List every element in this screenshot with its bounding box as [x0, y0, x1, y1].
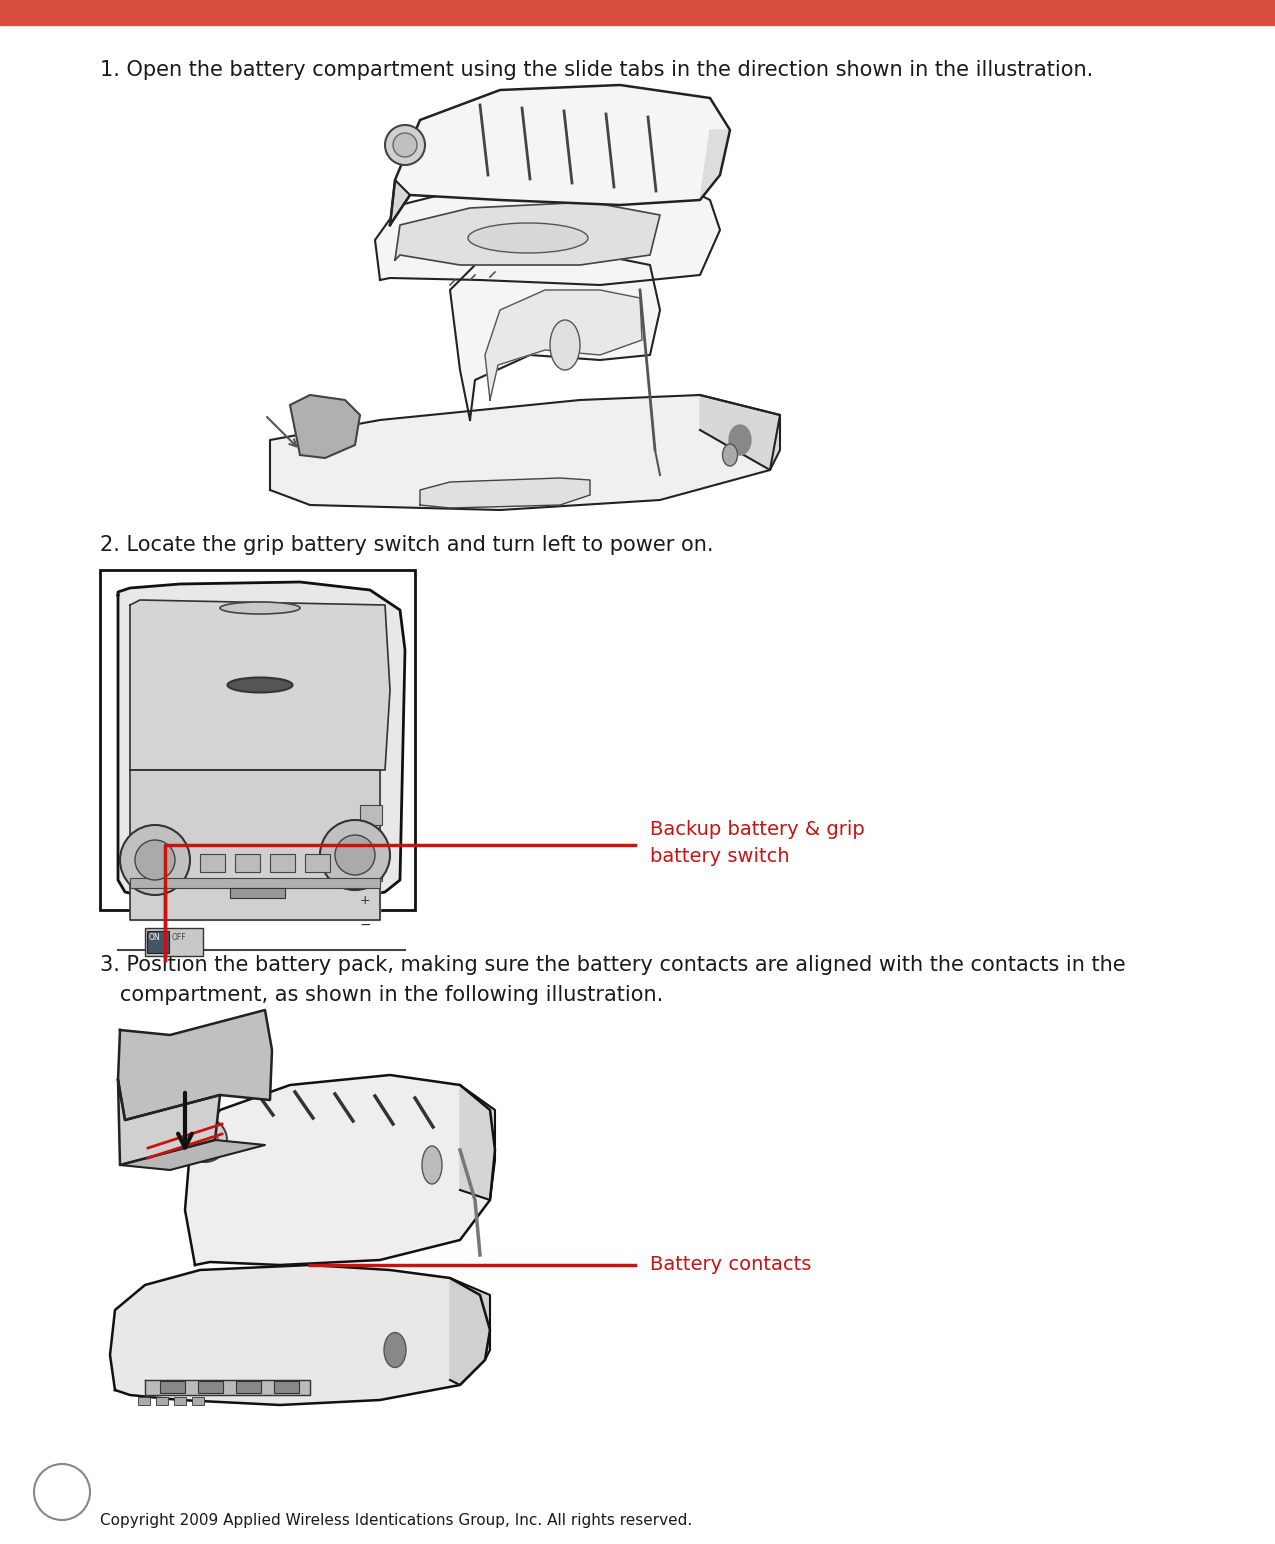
Bar	[235, 854, 260, 872]
Polygon shape	[450, 250, 660, 420]
Polygon shape	[119, 582, 405, 900]
Bar	[138, 1397, 150, 1405]
Ellipse shape	[723, 445, 737, 466]
Circle shape	[335, 835, 375, 875]
Text: Battery contacts: Battery contacts	[650, 1255, 811, 1274]
Bar	[193, 1397, 204, 1405]
Text: Copyright 2009 Applied Wireless Identications Group, Inc. All rights reserved.: Copyright 2009 Applied Wireless Identica…	[99, 1513, 692, 1527]
Circle shape	[135, 840, 175, 880]
Bar	[130, 879, 380, 888]
Polygon shape	[390, 181, 411, 225]
Bar	[360, 804, 382, 824]
Text: compartment, as shown in the following illustration.: compartment, as shown in the following i…	[99, 985, 663, 1005]
Bar	[360, 834, 382, 852]
Bar	[305, 854, 330, 872]
Text: 2. Locate the grip battery switch and turn left to power on.: 2. Locate the grip battery switch and tu…	[99, 536, 714, 554]
Ellipse shape	[468, 222, 588, 253]
Polygon shape	[270, 395, 780, 510]
Circle shape	[34, 1464, 91, 1519]
Bar	[200, 854, 224, 872]
Bar	[99, 570, 414, 909]
Bar	[159, 1380, 185, 1393]
Ellipse shape	[550, 320, 580, 371]
Bar	[360, 862, 382, 882]
Text: 6: 6	[55, 1482, 69, 1502]
Polygon shape	[700, 395, 780, 469]
Bar	[0, 0, 1275, 25]
Circle shape	[393, 133, 417, 157]
Ellipse shape	[384, 1332, 405, 1368]
Polygon shape	[450, 1278, 490, 1385]
Polygon shape	[375, 181, 720, 286]
Ellipse shape	[422, 1146, 442, 1184]
Ellipse shape	[221, 602, 300, 615]
Polygon shape	[120, 1139, 265, 1170]
Polygon shape	[119, 1079, 221, 1166]
Bar	[173, 1397, 186, 1405]
Polygon shape	[289, 395, 360, 459]
Bar	[145, 928, 203, 956]
Ellipse shape	[227, 678, 292, 693]
Bar	[236, 1380, 261, 1393]
Polygon shape	[484, 290, 643, 400]
Polygon shape	[110, 1265, 490, 1405]
Polygon shape	[130, 601, 390, 770]
Polygon shape	[700, 130, 731, 201]
Ellipse shape	[729, 425, 751, 455]
Bar	[198, 1380, 223, 1393]
Bar	[270, 854, 295, 872]
Text: +: +	[360, 894, 370, 906]
Polygon shape	[145, 1380, 310, 1394]
Text: ON: ON	[149, 933, 161, 942]
Text: 3. Position the battery pack, making sure the battery contacts are aligned with : 3. Position the battery pack, making sur…	[99, 956, 1126, 974]
Circle shape	[320, 820, 390, 889]
Bar	[156, 1397, 168, 1405]
Circle shape	[385, 125, 425, 165]
Text: OFF: OFF	[172, 933, 186, 942]
Polygon shape	[395, 202, 660, 266]
Polygon shape	[460, 1085, 495, 1200]
Polygon shape	[119, 1010, 272, 1119]
Bar	[230, 888, 286, 899]
Polygon shape	[185, 1075, 495, 1265]
Circle shape	[184, 1118, 227, 1163]
Bar	[147, 931, 170, 953]
Circle shape	[120, 824, 190, 896]
Polygon shape	[419, 479, 590, 508]
Polygon shape	[390, 85, 731, 225]
Text: −: −	[360, 919, 371, 933]
Text: Backup battery & grip
battery switch: Backup battery & grip battery switch	[650, 820, 864, 866]
Text: 1. Open the battery compartment using the slide tabs in the direction shown in t: 1. Open the battery compartment using th…	[99, 60, 1093, 80]
Polygon shape	[130, 770, 380, 920]
Bar	[274, 1380, 300, 1393]
Circle shape	[193, 1127, 218, 1153]
